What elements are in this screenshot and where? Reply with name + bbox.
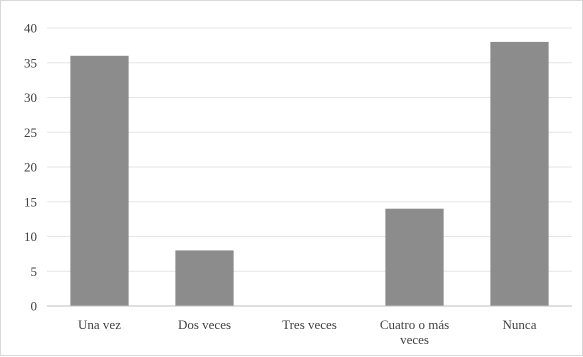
x-category-label: Cuatro o más veces <box>380 317 449 347</box>
y-tick-label: 15 <box>24 194 37 209</box>
y-tick-label: 10 <box>24 229 37 244</box>
bar <box>490 41 549 307</box>
y-tick-label: 5 <box>31 264 38 279</box>
x-category-label-line: veces <box>400 332 429 347</box>
y-tick-label: 25 <box>24 125 37 140</box>
x-category-label-line: Nunca <box>503 317 537 332</box>
bars <box>70 41 549 307</box>
y-tick-label: 30 <box>24 90 37 105</box>
x-category-label-line: Una vez <box>78 317 121 332</box>
x-category-label: Una vez <box>78 317 121 332</box>
bar <box>385 208 444 306</box>
y-axis-ticks: 0 5 10 15 20 25 30 35 40 <box>24 21 37 314</box>
bar <box>70 55 129 306</box>
y-tick-label: 20 <box>24 160 37 175</box>
x-axis-labels: Una vez Dos veces Tres veces Cuatro o más ve… <box>78 317 537 347</box>
x-category-label-line: Dos veces <box>178 317 231 332</box>
y-tick-label: 35 <box>24 55 37 70</box>
x-category-label-line: Cuatro o más <box>380 317 449 332</box>
x-category-label: Tres veces <box>282 317 337 332</box>
y-tick-label: 0 <box>31 299 38 314</box>
bar <box>175 250 234 306</box>
gridlines <box>47 27 572 272</box>
x-category-label: Nunca <box>503 317 537 332</box>
x-category-label-line: Tres veces <box>282 317 337 332</box>
x-category-label: Dos veces <box>178 317 231 332</box>
y-tick-label: 40 <box>24 21 37 36</box>
